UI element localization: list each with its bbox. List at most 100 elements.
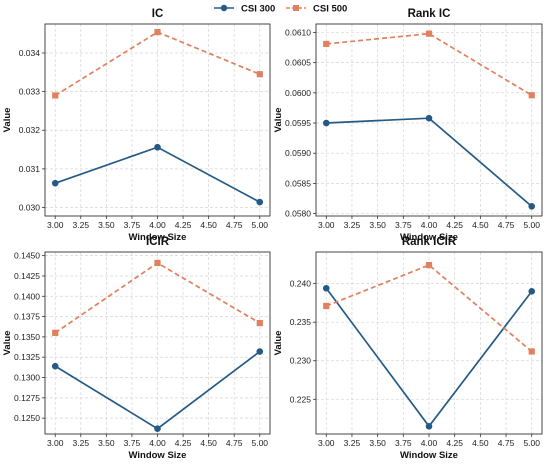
x-tick-label: 3.50	[369, 438, 386, 448]
y-tick-label: 0.0585	[285, 178, 311, 188]
data-point	[256, 198, 264, 206]
legend-label: CSI 500	[313, 4, 347, 15]
x-tick-label: 4.25	[446, 220, 463, 230]
y-tick-label: 0.030	[19, 203, 41, 213]
y-tick-label: 0.0590	[285, 148, 311, 158]
x-tick-label: 4.00	[421, 220, 438, 230]
x-tick-label: 3.25	[73, 220, 90, 230]
data-point	[52, 329, 59, 336]
y-tick-label: 0.032	[19, 125, 41, 135]
legend-entry-2: CSI 500	[286, 4, 347, 15]
data-point	[51, 179, 59, 187]
x-tick-label: 3.00	[318, 220, 335, 230]
data-point	[322, 119, 330, 127]
data-point	[154, 143, 161, 151]
x-tick-label: 4.50	[200, 438, 217, 448]
x-tick-label: 3.75	[124, 220, 141, 230]
x-tick-label: 4.25	[446, 438, 463, 448]
x-tick-label: 5.00	[523, 220, 540, 230]
panel-title: IC	[152, 8, 164, 20]
series-csi-300	[322, 114, 536, 210]
y-tick-label: 0.225	[290, 394, 312, 404]
x-axis-label: Window Size	[129, 450, 187, 461]
y-tick-label: 0.034	[19, 48, 41, 58]
chart-panel-1: 3.00 3.25 3.50 3.75 4.00 4.25 4.50 4.75 5.00 0.03…	[2, 8, 271, 243]
x-tick-label: 4.75	[226, 438, 243, 448]
x-tick-label: 5.00	[251, 438, 268, 448]
series-line	[325, 264, 533, 353]
series-csi-500	[323, 262, 535, 355]
legend-label: CSI 300	[241, 4, 275, 15]
data-point	[256, 71, 263, 78]
data-point	[323, 302, 330, 310]
y-tick-label: 0.1400	[14, 291, 40, 301]
data-point	[425, 30, 433, 37]
x-tick-label: 3.75	[395, 438, 412, 448]
y-tick-label: 0.0600	[285, 88, 311, 98]
x-axis-label: Window Size	[400, 450, 458, 461]
y-axis-label: Value	[273, 108, 284, 133]
x-tick-label: 5.00	[251, 220, 268, 230]
y-tick-label: 0.0610	[285, 27, 311, 37]
y-tick-label: 0.1325	[14, 352, 40, 362]
x-tick-label: 3.00	[47, 220, 64, 230]
x-tick-label: 3.75	[124, 438, 141, 448]
x-tick-label: 4.50	[200, 220, 217, 230]
panel-title: Rank IC	[408, 8, 451, 20]
y-tick-label: 0.1450	[14, 251, 40, 261]
y-axis-label: Value	[2, 331, 13, 356]
y-tick-label: 0.031	[19, 164, 41, 174]
x-tick-label: 3.50	[369, 220, 386, 230]
data-point	[154, 29, 161, 36]
data-point	[154, 259, 161, 267]
x-tick-label: 4.00	[421, 438, 438, 448]
y-tick-label: 0.235	[290, 317, 312, 327]
x-tick-label: 4.75	[498, 438, 515, 448]
x-tick-label: 4.00	[149, 438, 166, 448]
y-axis-label: Value	[2, 108, 13, 133]
x-tick-label: 4.50	[472, 438, 489, 448]
legend-marker	[293, 5, 299, 11]
y-tick-label: 0.1275	[14, 393, 40, 403]
data-point	[256, 319, 263, 327]
x-tick-label: 3.00	[318, 438, 335, 448]
y-tick-label: 0.0605	[285, 58, 311, 68]
y-tick-label: 0.1350	[14, 332, 40, 342]
y-tick-label: 0.1300	[14, 373, 40, 383]
chart-panel-3: 3.00 3.25 3.50 3.75 4.00 4.25 4.50 4.75 5.00 0.12…	[2, 236, 271, 461]
x-tick-label: 5.00	[523, 438, 540, 448]
y-tick-label: 0.0595	[285, 118, 311, 128]
legend-entry-1: CSI 300	[214, 4, 275, 15]
x-tick-label: 4.00	[149, 220, 166, 230]
x-tick-label: 3.25	[73, 438, 90, 448]
series-csi-500	[323, 30, 535, 99]
legend: CSI 300 CSI 500	[214, 4, 347, 15]
series-csi-300	[322, 284, 536, 430]
x-tick-label: 3.00	[47, 438, 64, 448]
y-tick-label: 0.0580	[285, 209, 311, 219]
x-tick-label: 3.25	[344, 438, 361, 448]
data-point	[425, 114, 433, 122]
data-point	[425, 262, 433, 269]
panel-title: Rank ICIR	[402, 236, 457, 248]
y-tick-label: 0.240	[290, 279, 312, 289]
data-point	[52, 92, 59, 99]
legend-marker	[220, 4, 228, 12]
data-point	[528, 203, 536, 210]
panel-title: ICIR	[146, 236, 170, 248]
y-tick-label: 0.230	[290, 356, 312, 366]
y-tick-label: 0.1425	[14, 271, 40, 281]
data-point	[322, 284, 330, 292]
series-line	[326, 32, 533, 96]
x-tick-label: 4.75	[226, 220, 243, 230]
data-point	[51, 362, 59, 370]
series-csi-300	[51, 143, 264, 206]
x-tick-label: 3.75	[395, 220, 412, 230]
data-point	[528, 288, 536, 295]
x-tick-label: 3.50	[98, 438, 115, 448]
series-csi-500	[52, 259, 263, 336]
y-tick-label: 0.1250	[14, 413, 40, 423]
x-tick-label: 4.25	[175, 438, 192, 448]
chart-panel-2: 3.00 3.25 3.50 3.75 4.00 4.25 4.50 4.75 5.00 0.05…	[273, 8, 543, 243]
series-csi-500	[52, 29, 263, 99]
